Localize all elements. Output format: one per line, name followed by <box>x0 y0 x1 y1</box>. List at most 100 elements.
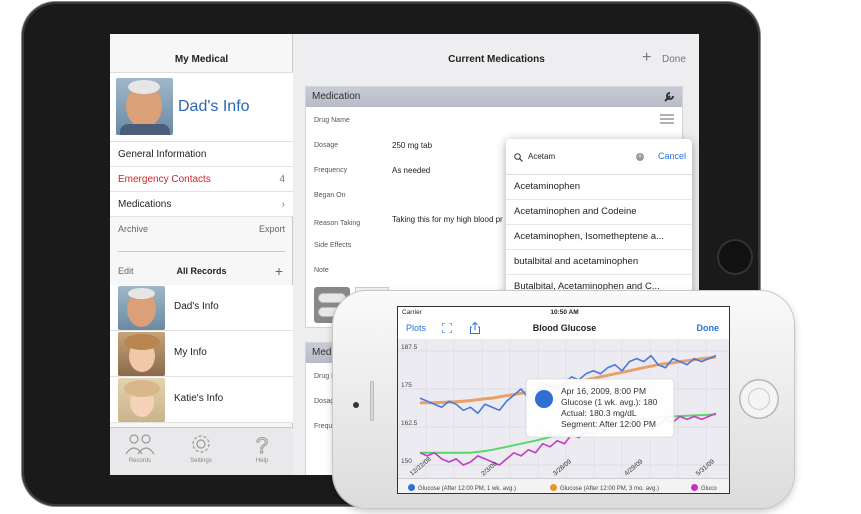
gear-icon <box>192 435 210 453</box>
tab-bar: Records Settings ? Help <box>110 427 293 475</box>
field-label: Frequency <box>314 423 348 430</box>
field-label: Drug Name <box>314 373 350 380</box>
field-label: Note <box>314 267 329 274</box>
tooltip-segment: Segment: After 12:00 PM <box>561 419 656 429</box>
frequency-value[interactable]: As needed <box>392 166 431 175</box>
svg-text:?: ? <box>256 433 268 456</box>
divider <box>118 251 285 252</box>
records-title: All Records <box>176 266 227 276</box>
tab-help[interactable]: ? Help <box>232 432 292 465</box>
record-row-katie[interactable]: Katie's Info <box>110 377 293 423</box>
done-button[interactable]: Done <box>662 54 686 65</box>
plots-button[interactable]: Plots <box>406 323 427 333</box>
edit-button[interactable]: Edit <box>118 266 134 276</box>
tab-settings[interactable]: Settings <box>171 432 231 464</box>
legend-label: Gluco <box>701 486 717 492</box>
search-result-item[interactable]: Acetaminophen, Isometheptene a... <box>506 225 692 250</box>
reason-value[interactable]: Taking this for my high blood pr <box>392 215 503 224</box>
sidebar: My Medical Dad's Info General Informatio… <box>110 34 293 475</box>
chart-nav-bar: Plots Blood Glucose Done <box>398 319 729 339</box>
sidebar-menu: General Information Emergency Contacts 4… <box>110 142 293 217</box>
question-mark-icon: ? <box>255 433 268 457</box>
sidebar-item-label: General Information <box>118 149 207 160</box>
people-icon <box>125 434 155 455</box>
iphone-screen: Carrier 10:50 AM Plots Blood Glucose Don… <box>397 306 730 494</box>
iphone-home-button[interactable] <box>739 379 779 419</box>
drug-search-bar: Acetam × Cancel <box>506 139 692 175</box>
legend-label: Glucose (After 12:00 PM, 1 wk. avg.) <box>418 486 517 492</box>
record-row-dad[interactable]: Dad's Info <box>110 285 293 331</box>
tooltip-average: Glucose (1 wk. avg.): 180 <box>561 397 658 407</box>
tab-label: Records <box>128 458 152 464</box>
avatar <box>118 332 165 376</box>
record-row-my-info[interactable]: My Info <box>110 331 293 377</box>
tab-label: Help <box>255 458 269 464</box>
ipad-home-button[interactable] <box>717 239 753 275</box>
profile-header[interactable]: Dad's Info <box>110 72 293 142</box>
page-title: Current Medications <box>448 54 545 65</box>
list-icon[interactable] <box>660 114 674 124</box>
sidebar-title: My Medical <box>174 54 229 65</box>
legend-dot <box>408 484 415 491</box>
field-label: Drug Name <box>314 117 350 124</box>
chart-title: Blood Glucose <box>532 323 597 333</box>
legend-item[interactable]: Glucose (After 12:00 PM, 1 wk. avg.) <box>408 484 516 492</box>
ipad-screen: Carrier 11:22 AM 100% My Medical Dad's I… <box>110 34 699 475</box>
legend-item[interactable]: Glucose (After 12:00 PM, 3 mo. avg.) <box>550 484 659 492</box>
clear-icon[interactable]: × <box>636 153 644 161</box>
sidebar-item-label: Emergency Contacts <box>118 174 211 185</box>
drug-search-input[interactable]: Acetam <box>528 152 556 161</box>
share-icon[interactable] <box>470 322 480 334</box>
search-result-item[interactable]: butalbital and acetaminophen <box>506 250 692 275</box>
sidebar-item-medications[interactable]: Medications › <box>110 192 293 217</box>
contacts-count-badge: 4 <box>279 174 285 185</box>
tooltip-series-dot <box>535 390 553 408</box>
chevron-right-icon: › <box>281 199 285 210</box>
y-tick-label: 162.5 <box>401 420 418 427</box>
export-button[interactable]: Export <box>258 224 285 234</box>
add-record-button[interactable]: + <box>274 263 283 279</box>
card-title: Medication <box>312 91 361 102</box>
dosage-value[interactable]: 250 mg tab <box>392 141 433 150</box>
cancel-button[interactable]: Cancel <box>657 151 686 161</box>
chart-tooltip: Apr 16, 2009, 8:00 PM Glucose (1 wk. avg… <box>525 378 675 438</box>
avatar <box>118 378 165 422</box>
records-list: Dad's Info My Info Katie's Info <box>110 285 293 423</box>
field-label: Dosage <box>314 398 339 405</box>
search-icon <box>514 153 523 162</box>
profile-photo <box>116 78 173 135</box>
sidebar-item-emergency-contacts[interactable]: Emergency Contacts 4 <box>110 167 293 192</box>
ipad-device: Carrier 11:22 AM 100% My Medical Dad's I… <box>22 2 760 506</box>
tooltip-date: Apr 16, 2009, 8:00 PM <box>561 386 646 396</box>
search-result-item[interactable]: Acetaminophen and Codeine <box>506 200 692 225</box>
sidebar-item-label: Medications <box>118 199 172 210</box>
record-name: Dad's Info <box>174 301 219 312</box>
field-label: Frequency <box>314 167 348 174</box>
tooltip-actual: Actual: 180.3 mg/dL <box>561 408 637 418</box>
y-tick-label: 175 <box>401 382 412 389</box>
tab-records[interactable]: Records <box>110 432 170 464</box>
record-name: My Info <box>174 347 207 358</box>
wrench-icon[interactable] <box>662 90 676 104</box>
search-result-item[interactable]: Acetaminophen <box>506 175 692 200</box>
field-label: Reason Taking <box>314 220 361 227</box>
carrier-label: Carrier <box>402 309 422 316</box>
add-medication-button[interactable]: + <box>642 49 652 66</box>
archive-button[interactable]: Archive <box>118 224 149 234</box>
iphone-status-bar: Carrier 10:50 AM <box>398 307 729 319</box>
tab-label: Settings <box>190 458 212 464</box>
field-label: Dosage <box>314 142 339 149</box>
avatar <box>118 286 165 330</box>
y-tick-label: 187.5 <box>401 344 418 351</box>
iphone-camera <box>353 402 359 408</box>
legend-label: Glucose (After 12:00 PM, 3 mo. avg.) <box>560 486 660 492</box>
iphone-device: Carrier 10:50 AM Plots Blood Glucose Don… <box>333 291 794 508</box>
sidebar-item-general-information[interactable]: General Information <box>110 142 293 167</box>
field-label: Began On <box>314 192 346 199</box>
legend-item[interactable]: Gluco <box>691 484 717 492</box>
done-button[interactable]: Done <box>696 323 720 333</box>
field-label: Side Effects <box>314 242 352 249</box>
chart-legend: Glucose (After 12:00 PM, 1 wk. avg.) Glu… <box>398 478 729 493</box>
iphone-speaker <box>370 381 374 421</box>
